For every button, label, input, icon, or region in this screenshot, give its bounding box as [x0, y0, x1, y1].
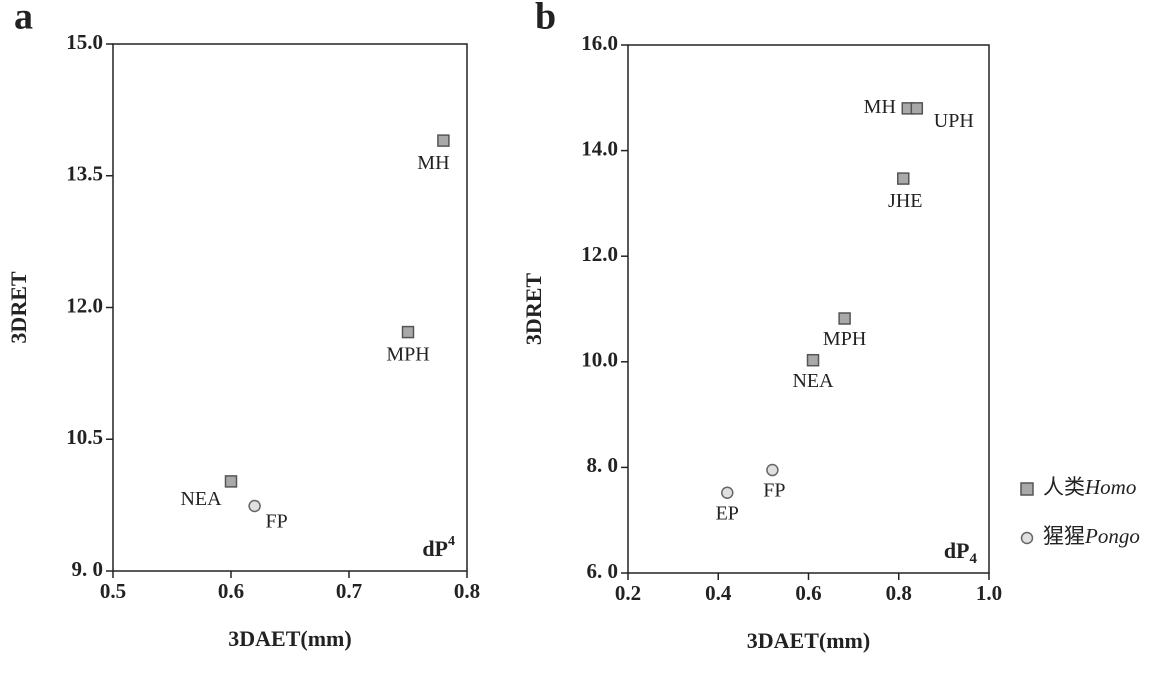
point [224, 475, 238, 488]
point [766, 463, 779, 477]
point [401, 325, 415, 339]
y-tick-label: 15.0 [66, 30, 103, 54]
y-axis-label: 3DRET [521, 273, 546, 345]
legend-marker [1020, 531, 1034, 545]
panel-label-sup: 4 [448, 534, 455, 549]
panel-label-sub: 4 [970, 551, 978, 567]
y-tick-label: 12.0 [66, 293, 103, 317]
x-tick-label: 0.8 [454, 579, 480, 603]
y-tick-label: 16.0 [581, 31, 618, 55]
legend-label-cn: 猩猩 [1043, 524, 1085, 548]
point-label: FP [763, 480, 785, 502]
point-label: NEA [792, 370, 834, 392]
plot-frame [112, 43, 468, 572]
point [437, 134, 450, 147]
x-tick-label: 0.6 [218, 579, 244, 603]
point-label: MPH [823, 328, 866, 350]
point-label: NEA [180, 488, 222, 510]
y-tick-label: 12.0 [581, 242, 618, 266]
x-tick-label: 0.8 [886, 581, 912, 605]
point-label: UPH [934, 110, 974, 132]
y-tick-label: 10.5 [66, 425, 103, 449]
point [897, 172, 910, 185]
legend-label: 人类Homo [1043, 475, 1136, 499]
point [838, 312, 851, 325]
x-tick-label: 0.7 [336, 579, 362, 603]
y-tick-label: 13.5 [66, 162, 103, 186]
y-tick-label: 14.0 [581, 136, 618, 160]
legend-marker [1020, 482, 1034, 496]
point [248, 499, 261, 513]
panel-label-main: dP [944, 538, 970, 563]
x-tick-label: 0.2 [615, 581, 641, 605]
panel-label: dP4 [944, 538, 978, 567]
x-tick-label: 0.4 [705, 581, 732, 605]
legend-label-latin: Pongo [1084, 524, 1140, 548]
x-tick-label: 0.6 [795, 581, 821, 605]
point-label: JHE [888, 190, 922, 212]
y-axis-label: 3DRET [6, 271, 31, 343]
panel-label-main: dP [422, 536, 448, 561]
point [806, 353, 820, 367]
y-tick-label: 8. 0 [587, 453, 619, 477]
x-tick-label: 0.5 [100, 579, 126, 603]
point-label: MH [864, 96, 896, 118]
panel-letter: a [14, 0, 33, 38]
x-axis-label: 3DAET(mm) [228, 626, 351, 651]
legend-label-latin: Homo [1084, 475, 1136, 499]
point [721, 486, 734, 499]
point-label: FP [265, 511, 287, 533]
x-axis-label: 3DAET(mm) [747, 628, 870, 653]
point [910, 102, 924, 115]
point-label: MPH [386, 344, 429, 366]
point-label: EP [716, 502, 739, 524]
legend-label-cn: 人类 [1043, 475, 1085, 499]
panel-label: dP4 [422, 534, 455, 561]
y-tick-label: 10.0 [581, 348, 618, 372]
y-tick-label: 6. 0 [587, 559, 619, 583]
legend-label: 猩猩Pongo [1043, 524, 1140, 548]
panel-letter: b [535, 0, 556, 38]
point-label: MH [417, 152, 449, 174]
y-tick-label: 9. 0 [72, 557, 104, 581]
x-tick-label: 1.0 [976, 581, 1002, 605]
